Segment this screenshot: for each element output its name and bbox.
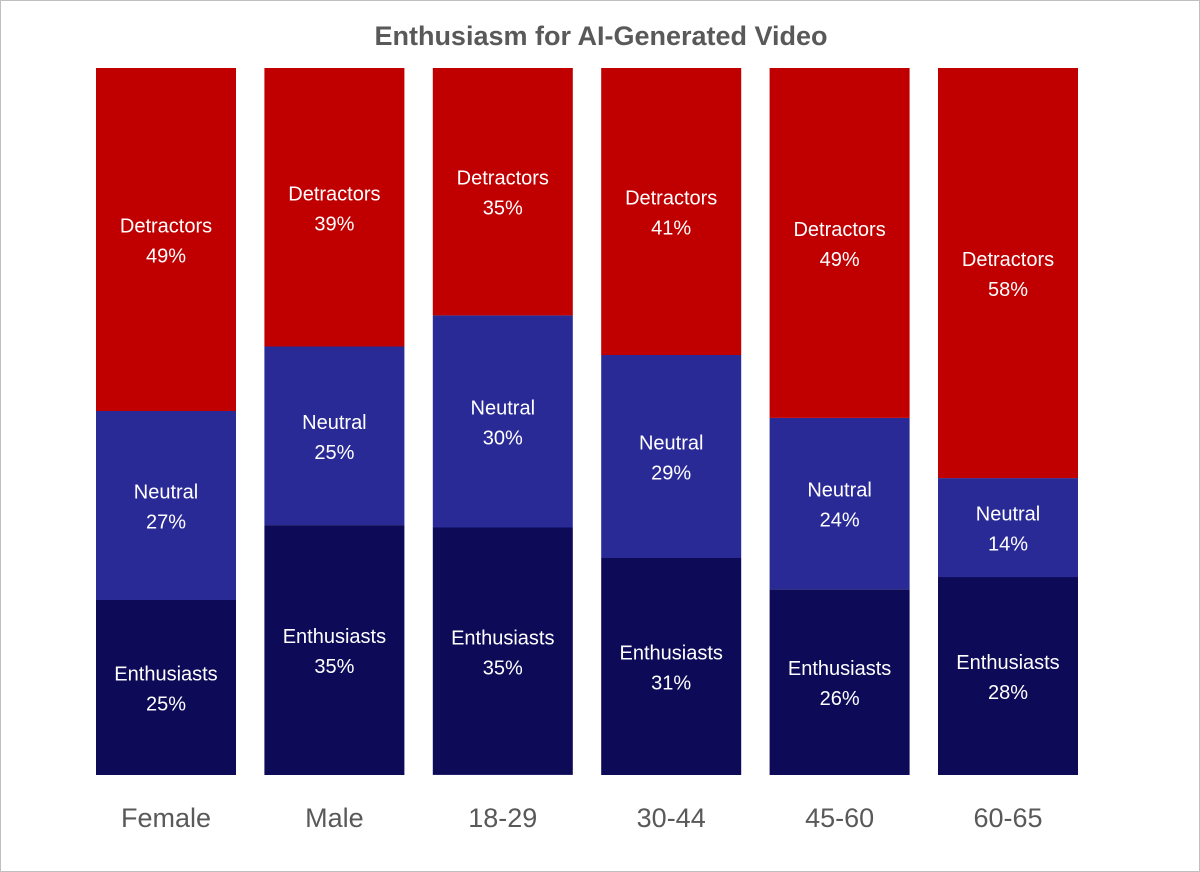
segment-series-label-neutral-60-65: Neutral: [976, 504, 1040, 526]
bar-segment-detractors-45-60: [769, 68, 910, 418]
segment-series-label-detractors-45-60: Detractors: [793, 219, 885, 241]
segment-value-label-neutral-30-44: 29%: [651, 463, 691, 485]
segment-series-label-enthusiasts-female: Enthusiasts: [114, 664, 217, 686]
segment-series-label-detractors-60-65: Detractors: [962, 249, 1054, 271]
segment-value-label-enthusiasts-30-44: 31%: [651, 673, 691, 695]
bar-segment-enthusiasts-45-60: [769, 589, 910, 775]
bar-segment-enthusiasts-male: [264, 525, 405, 775]
segment-series-label-neutral-30-44: Neutral: [639, 433, 703, 455]
bar-segment-neutral-30-44: [601, 355, 742, 558]
bar-segment-neutral-male: [264, 346, 405, 525]
bar-segment-detractors-male: [264, 68, 405, 347]
category-label-30-44: 30-44: [637, 803, 706, 833]
segment-value-label-detractors-45-60: 49%: [820, 249, 860, 271]
segment-value-label-detractors-60-65: 58%: [988, 279, 1028, 301]
segment-series-label-neutral-18-29: Neutral: [471, 398, 535, 420]
segment-value-label-neutral-45-60: 24%: [820, 510, 860, 532]
segment-value-label-neutral-18-29: 30%: [483, 428, 523, 450]
bar-segment-detractors-18-29: [432, 68, 573, 316]
bar-segment-enthusiasts-30-44: [601, 558, 742, 775]
segment-value-label-detractors-female: 49%: [146, 246, 186, 268]
segment-value-label-neutral-60-65: 14%: [988, 534, 1028, 556]
segment-series-label-enthusiasts-45-60: Enthusiasts: [788, 658, 891, 680]
category-labels-group: Female Male 18-29 30-44 45-60 60-65: [121, 803, 1043, 833]
segment-series-label-enthusiasts-18-29: Enthusiasts: [451, 627, 554, 649]
bar-segment-enthusiasts-60-65: [938, 577, 1078, 775]
segment-series-label-neutral-45-60: Neutral: [807, 480, 871, 502]
segment-value-label-enthusiasts-male: 35%: [314, 656, 354, 678]
bar-segment-detractors-female: [96, 68, 236, 411]
category-label-18-29: 18-29: [468, 803, 537, 833]
bar-segment-neutral-45-60: [769, 417, 910, 590]
segment-value-label-detractors-male: 39%: [314, 213, 354, 235]
bar-segment-neutral-60-65: [938, 478, 1078, 578]
segment-value-label-detractors-18-29: 35%: [483, 198, 523, 220]
bars-group: Enthusiasts 25% Neutral 27% Detractors 49% Ent…: [96, 68, 1078, 775]
category-label-male: Male: [305, 803, 364, 833]
segment-series-label-detractors-18-29: Detractors: [457, 168, 549, 190]
category-label-45-60: 45-60: [805, 803, 874, 833]
category-label-female: Female: [121, 803, 211, 833]
bar-segment-detractors-30-44: [601, 68, 742, 355]
segment-series-label-neutral-female: Neutral: [134, 482, 198, 504]
segment-series-label-enthusiasts-60-65: Enthusiasts: [956, 652, 1059, 674]
segment-series-label-neutral-male: Neutral: [302, 412, 366, 434]
chart-title: Enthusiasm for AI-Generated Video: [374, 21, 827, 51]
segment-series-label-detractors-female: Detractors: [120, 216, 212, 238]
segment-value-label-neutral-female: 27%: [146, 512, 186, 534]
segment-value-label-neutral-male: 25%: [314, 442, 354, 464]
segment-series-label-detractors-30-44: Detractors: [625, 188, 717, 210]
segment-value-label-enthusiasts-18-29: 35%: [483, 657, 523, 679]
segment-series-label-enthusiasts-male: Enthusiasts: [283, 626, 386, 648]
segment-value-label-enthusiasts-60-65: 28%: [988, 682, 1028, 704]
bar-segment-enthusiasts-female: [96, 600, 236, 775]
bar-segment-neutral-18-29: [432, 315, 573, 528]
segment-value-label-enthusiasts-45-60: 26%: [820, 688, 860, 710]
segment-series-label-enthusiasts-30-44: Enthusiasts: [620, 643, 723, 665]
bar-segment-detractors-60-65: [938, 68, 1078, 479]
bar-segment-enthusiasts-18-29: [432, 527, 573, 775]
segment-series-label-detractors-male: Detractors: [288, 183, 380, 205]
segment-value-label-detractors-30-44: 41%: [651, 218, 691, 240]
category-label-60-65: 60-65: [973, 803, 1042, 833]
bar-segment-neutral-female: [96, 411, 236, 600]
segment-value-label-enthusiasts-female: 25%: [146, 694, 186, 716]
